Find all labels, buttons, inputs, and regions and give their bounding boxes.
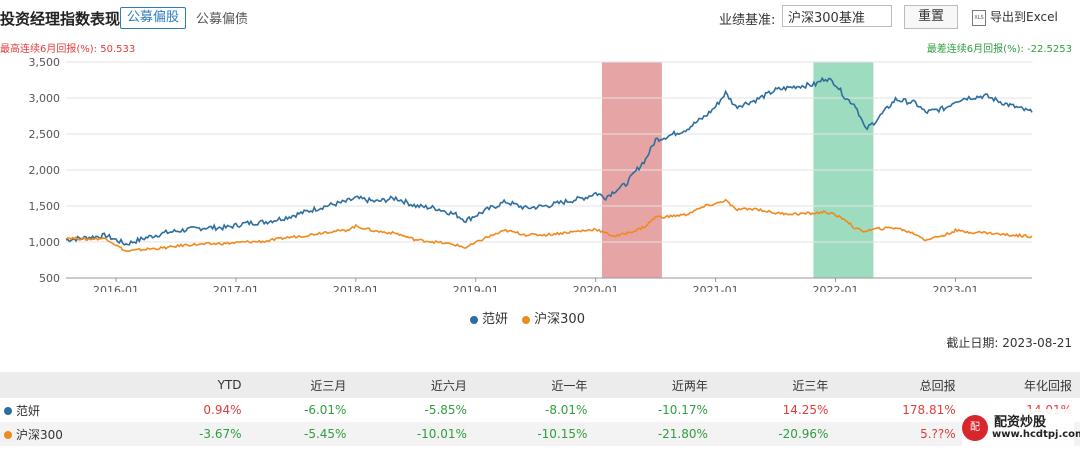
row-name-label: 沪深300 bbox=[16, 427, 63, 442]
cell-3y: -20.96% bbox=[715, 422, 837, 446]
header-1y: 近一年 bbox=[474, 372, 596, 398]
max-6m-return-label: 最高连续6月回报(%): 50.533 bbox=[0, 44, 136, 55]
row-name: 沪深300 bbox=[0, 422, 145, 446]
header-3m: 近三月 bbox=[249, 372, 355, 398]
y-tick-label: 2,500 bbox=[29, 128, 61, 141]
cell-3m: -6.01% bbox=[303, 403, 347, 417]
x-tick-label: 2019-01 bbox=[453, 284, 499, 292]
row-dot-fanyan bbox=[4, 407, 12, 415]
legend-label: 沪深300 bbox=[534, 312, 585, 327]
table-row: 沪深300 -3.67% -5.45% -10.01% -10.15% -21.… bbox=[0, 422, 1080, 446]
legend-dot-fanyan bbox=[470, 315, 478, 324]
y-tick-label: 2,000 bbox=[29, 164, 61, 177]
cell-2y: -21.80% bbox=[595, 422, 716, 446]
cell-6m: -10.01% bbox=[354, 422, 475, 446]
header-6m: 近六月 bbox=[354, 372, 475, 398]
header-name bbox=[0, 372, 145, 398]
y-tick-label: 1,000 bbox=[29, 236, 61, 249]
row-name-label: 范妍 bbox=[16, 403, 41, 418]
legend-item-fanyan[interactable]: 范妍 bbox=[470, 312, 508, 327]
header-2y: 近两年 bbox=[595, 372, 716, 398]
cell-total: 5.??% bbox=[836, 422, 964, 446]
cell-3y: 14.25% bbox=[782, 403, 829, 417]
export-excel-button[interactable]: XLS 导出到Excel bbox=[972, 8, 1058, 26]
y-tick-label: 3,500 bbox=[29, 56, 61, 69]
min-6m-return-label: 最差连续6月回报(%): -22.5253 bbox=[926, 44, 1072, 55]
header-total: 总回报 bbox=[836, 372, 964, 398]
cell-6m: -5.85% bbox=[424, 403, 467, 417]
cell-total: 178.81% bbox=[902, 403, 956, 417]
returns-table: YTD 近三月 近六月 近一年 近两年 近三年 总回报 年化回报 范妍 0.94… bbox=[0, 372, 1080, 446]
series-line-1 bbox=[65, 198, 1033, 253]
tab-public-bond[interactable]: 公募偏债 bbox=[196, 12, 249, 27]
y-tick-label: 3,000 bbox=[29, 92, 61, 105]
watermark-name: 配资炒股 bbox=[994, 415, 1047, 430]
x-tick-label: 2023-01 bbox=[932, 284, 978, 292]
watermark-logo-icon: 配 bbox=[962, 415, 988, 441]
x-tick-label: 2018-01 bbox=[333, 284, 379, 292]
chart-legend: 范妍 沪深300 bbox=[470, 308, 595, 327]
reset-button[interactable]: 重置 bbox=[904, 5, 958, 29]
benchmark-label: 业绩基准: bbox=[719, 13, 776, 28]
cell-1y: -10.15% bbox=[474, 422, 596, 446]
watermark: 配 配资炒股 www.hcdtpj.com bbox=[962, 409, 1080, 447]
benchmark-input[interactable] bbox=[782, 5, 892, 27]
tab-public-equity[interactable]: 公募偏股 bbox=[120, 7, 187, 29]
row-name: 范妍 bbox=[0, 398, 145, 422]
cell-2y: -10.17% bbox=[657, 403, 708, 417]
legend-dot-csi300 bbox=[522, 315, 531, 324]
cell-ytd: -3.67% bbox=[144, 422, 250, 446]
x-tick-label: 2021-01 bbox=[693, 284, 739, 292]
series-line-0 bbox=[65, 76, 1033, 246]
cutoff-date: 截止日期: 2023-08-21 bbox=[946, 336, 1072, 350]
header-ytd: YTD bbox=[144, 372, 250, 398]
watermark-url: www.hcdtpj.com bbox=[992, 429, 1080, 440]
cell-3m: -5.45% bbox=[249, 422, 355, 446]
header-3y: 近三年 bbox=[715, 372, 837, 398]
x-tick-label: 2016-01 bbox=[93, 284, 139, 292]
excel-icon: XLS bbox=[972, 9, 986, 26]
y-tick-label: 500 bbox=[39, 272, 60, 285]
row-dot-csi300 bbox=[4, 431, 12, 439]
cell-ytd: 0.94% bbox=[203, 403, 242, 417]
legend-item-csi300[interactable]: 沪深300 bbox=[522, 312, 585, 327]
performance-chart: 3,500 3,000 2,500 2,000 1,500 1,000 500 2016-01… bbox=[29, 56, 1033, 292]
y-tick-label: 1,500 bbox=[29, 200, 61, 213]
page-title: 投资经理指数表现 bbox=[0, 10, 121, 28]
table-header-row: YTD 近三月 近六月 近一年 近两年 近三年 总回报 年化回报 bbox=[0, 372, 1080, 398]
x-tick-label: 2020-01 bbox=[573, 284, 619, 292]
x-tick-label: 2022-01 bbox=[813, 284, 859, 292]
header-annual: 年化回报 bbox=[963, 372, 1080, 398]
header-bar: 投资经理指数表现 公募偏股 公募偏债 业绩基准: 重置 XLS 导出到Excel bbox=[0, 0, 1080, 36]
cell-1y: -8.01% bbox=[544, 403, 588, 417]
table-row: 范妍 0.94% -6.01% -5.85% -8.01% -10.17% 14… bbox=[0, 398, 1080, 422]
legend-label: 范妍 bbox=[482, 312, 509, 327]
export-label: 导出到Excel bbox=[990, 10, 1058, 24]
x-tick-label: 2017-01 bbox=[213, 284, 259, 292]
